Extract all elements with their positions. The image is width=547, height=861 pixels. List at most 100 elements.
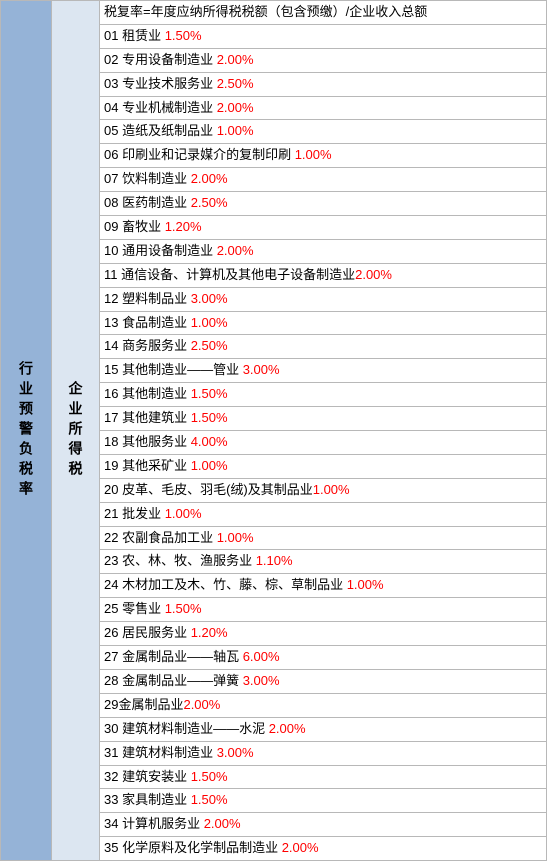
row-rate: 3.00% bbox=[217, 745, 254, 760]
row-rate: 2.00% bbox=[183, 697, 220, 712]
table-row: 19 其他采矿业 1.00% bbox=[100, 454, 547, 478]
row-rate: 1.00% bbox=[165, 506, 202, 521]
row-label: 21 批发业 bbox=[104, 506, 165, 521]
table-row: 13 食品制造业 1.00% bbox=[100, 311, 547, 335]
table-row: 08 医药制造业 2.50% bbox=[100, 191, 547, 215]
row-label: 20 皮革、毛皮、羽毛(绒)及其制品业 bbox=[104, 482, 313, 497]
row-label: 29金属制品业 bbox=[104, 697, 183, 712]
table-row: 31 建筑材料制造业 3.00% bbox=[100, 741, 547, 765]
row-rate: 2.00% bbox=[191, 171, 228, 186]
row-rate: 2.50% bbox=[191, 338, 228, 353]
row-label: 23 农、林、牧、渔服务业 bbox=[104, 553, 256, 568]
row-rate: 2.50% bbox=[217, 76, 254, 91]
table-row: 20 皮革、毛皮、羽毛(绒)及其制品业1.00% bbox=[100, 478, 547, 502]
table-row: 28 金属制品业——弹簧 3.00% bbox=[100, 669, 547, 693]
row-rate: 1.00% bbox=[295, 147, 332, 162]
row-label: 03 专业技术服务业 bbox=[104, 76, 217, 91]
row-rate: 1.50% bbox=[191, 386, 228, 401]
row-rate: 1.50% bbox=[165, 601, 202, 616]
row-rate: 1.00% bbox=[217, 123, 254, 138]
row-label: 12 塑料制品业 bbox=[104, 291, 191, 306]
row-label: 22 农副食品加工业 bbox=[104, 530, 217, 545]
table-row: 16 其他制造业 1.50% bbox=[100, 382, 547, 406]
mid-header-text: 企业所得税 bbox=[66, 381, 86, 481]
row-label: 13 食品制造业 bbox=[104, 315, 191, 330]
row-rate: 2.00% bbox=[269, 721, 306, 736]
row-label: 09 畜牧业 bbox=[104, 219, 165, 234]
row-rate: 4.00% bbox=[191, 434, 228, 449]
row-rate: 1.00% bbox=[313, 482, 350, 497]
table-row: 15 其他制造业——管业 3.00% bbox=[100, 358, 547, 382]
mid-header-cell: 企业所得税 bbox=[52, 0, 100, 861]
left-header-cell: 行业预警负税率 bbox=[0, 0, 52, 861]
table-row: 21 批发业 1.00% bbox=[100, 502, 547, 526]
row-rate: 2.00% bbox=[355, 267, 392, 282]
row-label: 06 印刷业和记录媒介的复制印刷 bbox=[104, 147, 295, 162]
table-row: 22 农副食品加工业 1.00% bbox=[100, 526, 547, 550]
table-row: 01 租赁业 1.50% bbox=[100, 24, 547, 48]
row-label: 25 零售业 bbox=[104, 601, 165, 616]
row-rate: 1.10% bbox=[256, 553, 293, 568]
row-label: 27 金属制品业——轴瓦 bbox=[104, 649, 243, 664]
table-row: 30 建筑材料制造业——水泥 2.00% bbox=[100, 717, 547, 741]
row-rate: 1.00% bbox=[191, 315, 228, 330]
row-label: 26 居民服务业 bbox=[104, 625, 191, 640]
formula-row: 税复率=年度应纳所得税税额（包含预缴）/企业收入总额 bbox=[100, 0, 547, 24]
table-row: 07 饮料制造业 2.00% bbox=[100, 167, 547, 191]
table-row: 11 通信设备、计算机及其他电子设备制造业2.00% bbox=[100, 263, 547, 287]
row-rate: 2.50% bbox=[191, 195, 228, 210]
data-column: 税复率=年度应纳所得税税额（包含预缴）/企业收入总额01 租赁业 1.50%02… bbox=[100, 0, 547, 861]
table-row: 06 印刷业和记录媒介的复制印刷 1.00% bbox=[100, 143, 547, 167]
row-rate: 1.50% bbox=[191, 769, 228, 784]
row-label: 17 其他建筑业 bbox=[104, 410, 191, 425]
table-row: 02 专用设备制造业 2.00% bbox=[100, 48, 547, 72]
table-row: 34 计算机服务业 2.00% bbox=[100, 812, 547, 836]
row-label: 24 木材加工及木、竹、藤、棕、草制品业 bbox=[104, 577, 347, 592]
row-label: 32 建筑安装业 bbox=[104, 769, 191, 784]
left-header-text: 行业预警负税率 bbox=[16, 361, 36, 501]
table-row: 35 化学原料及化学制品制造业 2.00% bbox=[100, 836, 547, 861]
row-rate: 1.00% bbox=[347, 577, 384, 592]
row-rate: 2.00% bbox=[217, 52, 254, 67]
row-rate: 1.00% bbox=[217, 530, 254, 545]
table-row: 04 专业机械制造业 2.00% bbox=[100, 96, 547, 120]
table-row: 12 塑料制品业 3.00% bbox=[100, 287, 547, 311]
table-row: 10 通用设备制造业 2.00% bbox=[100, 239, 547, 263]
row-label: 07 饮料制造业 bbox=[104, 171, 191, 186]
row-label: 30 建筑材料制造业——水泥 bbox=[104, 721, 269, 736]
row-rate: 1.00% bbox=[191, 458, 228, 473]
table-row: 09 畜牧业 1.20% bbox=[100, 215, 547, 239]
table-row: 29金属制品业2.00% bbox=[100, 693, 547, 717]
table-row: 26 居民服务业 1.20% bbox=[100, 621, 547, 645]
row-rate: 2.00% bbox=[282, 840, 319, 855]
row-label: 04 专业机械制造业 bbox=[104, 100, 217, 115]
row-label: 05 造纸及纸制品业 bbox=[104, 123, 217, 138]
row-rate: 3.00% bbox=[243, 673, 280, 688]
table-row: 05 造纸及纸制品业 1.00% bbox=[100, 119, 547, 143]
row-label: 01 租赁业 bbox=[104, 28, 165, 43]
table-row: 25 零售业 1.50% bbox=[100, 597, 547, 621]
table-row: 27 金属制品业——轴瓦 6.00% bbox=[100, 645, 547, 669]
row-label: 02 专用设备制造业 bbox=[104, 52, 217, 67]
row-label: 28 金属制品业——弹簧 bbox=[104, 673, 243, 688]
table-row: 33 家具制造业 1.50% bbox=[100, 788, 547, 812]
table-row: 18 其他服务业 4.00% bbox=[100, 430, 547, 454]
row-rate: 6.00% bbox=[243, 649, 280, 664]
tax-rate-table: 行业预警负税率 企业所得税 税复率=年度应纳所得税税额（包含预缴）/企业收入总额… bbox=[0, 0, 547, 861]
row-label: 11 通信设备、计算机及其他电子设备制造业 bbox=[104, 267, 355, 282]
table-row: 24 木材加工及木、竹、藤、棕、草制品业 1.00% bbox=[100, 573, 547, 597]
row-rate: 2.00% bbox=[204, 816, 241, 831]
row-label: 35 化学原料及化学制品制造业 bbox=[104, 840, 282, 855]
table-row: 23 农、林、牧、渔服务业 1.10% bbox=[100, 549, 547, 573]
table-row: 14 商务服务业 2.50% bbox=[100, 334, 547, 358]
row-rate: 1.50% bbox=[165, 28, 202, 43]
row-rate: 1.20% bbox=[165, 219, 202, 234]
row-rate: 1.20% bbox=[191, 625, 228, 640]
row-rate: 3.00% bbox=[191, 291, 228, 306]
row-label: 10 通用设备制造业 bbox=[104, 243, 217, 258]
row-label: 14 商务服务业 bbox=[104, 338, 191, 353]
table-row: 03 专业技术服务业 2.50% bbox=[100, 72, 547, 96]
row-label: 15 其他制造业——管业 bbox=[104, 362, 243, 377]
table-row: 32 建筑安装业 1.50% bbox=[100, 765, 547, 789]
row-rate: 3.00% bbox=[243, 362, 280, 377]
